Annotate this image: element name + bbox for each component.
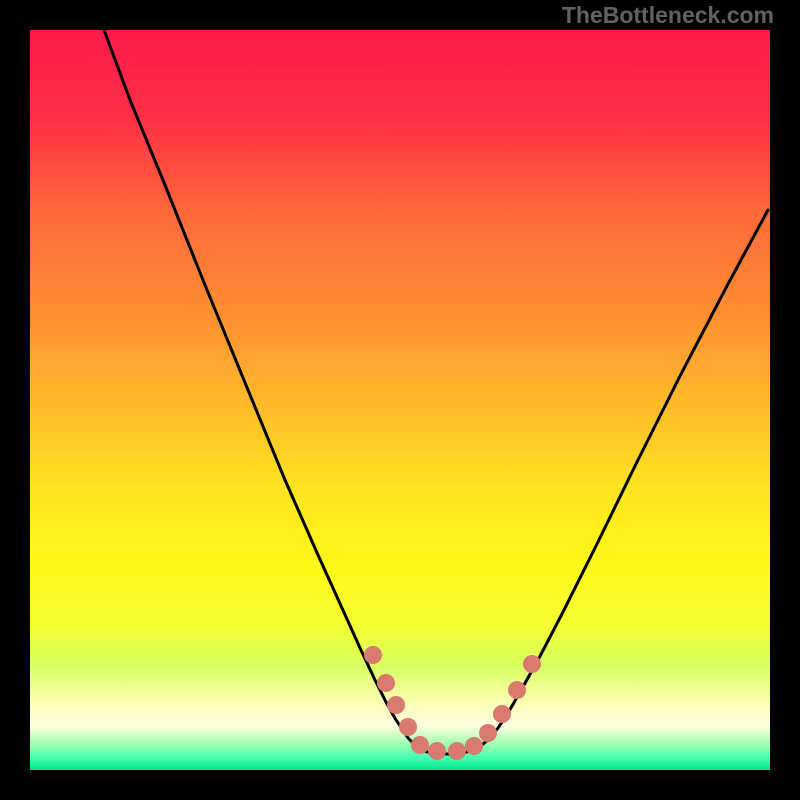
curve-marker (493, 705, 511, 723)
curve-marker (465, 737, 483, 755)
curve-marker (377, 674, 395, 692)
curve-marker (399, 718, 417, 736)
curve-marker (428, 742, 446, 760)
watermark-text: TheBottleneck.com (562, 2, 774, 29)
curve-marker (479, 724, 497, 742)
curve-marker (448, 742, 466, 760)
marker-layer (30, 30, 770, 770)
curve-marker (411, 736, 429, 754)
curve-marker (364, 646, 382, 664)
curve-marker (523, 655, 541, 673)
curve-marker (508, 681, 526, 699)
curve-marker (387, 696, 405, 714)
